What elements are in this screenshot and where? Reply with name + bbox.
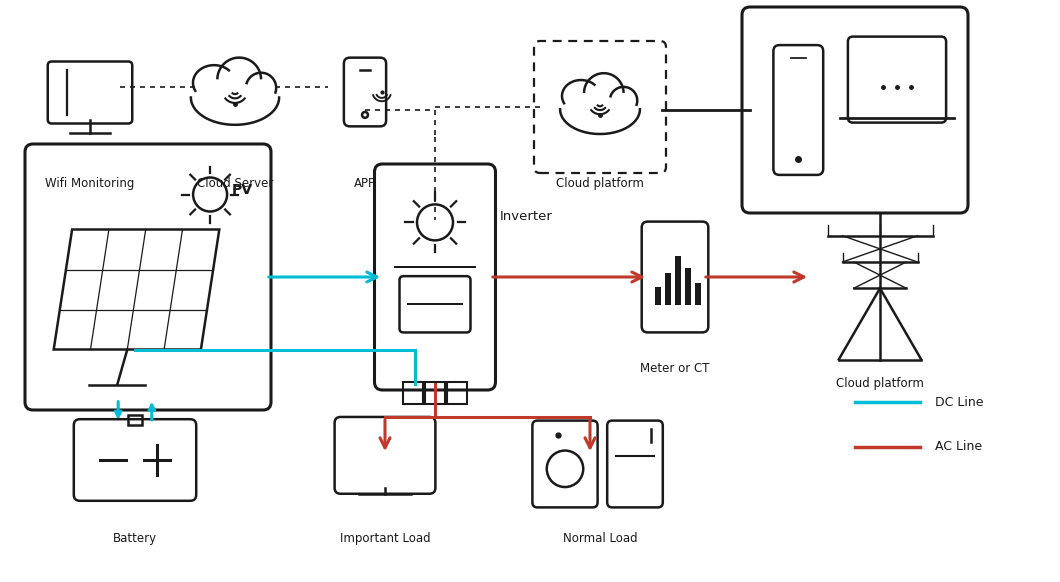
Text: Inverter: Inverter [500,211,553,223]
Bar [425,382,445,404]
Bar [675,256,681,304]
Bar [695,283,702,304]
Text: AC Line: AC Line [935,441,983,453]
Text: Battery: Battery [113,532,157,545]
Text: Cloud platform: Cloud platform [556,177,643,190]
Bar [447,382,467,404]
Text: Important Load: Important Load [339,532,430,545]
Bar [403,382,423,404]
Bar [128,414,142,425]
Text: Normal Load: Normal Load [563,532,637,545]
Text: Cloud Server: Cloud Server [197,177,273,190]
Text: APP: APP [354,177,376,190]
Bar [685,268,691,304]
Text: PV: PV [232,183,253,197]
Bar [655,287,660,304]
Text: DC Line: DC Line [935,396,984,409]
Bar [665,273,671,304]
Text: Wifi Monitoring: Wifi Monitoring [46,177,135,190]
Text: Cloud platform: Cloud platform [836,377,924,390]
Text: Meter or CT: Meter or CT [640,362,710,375]
